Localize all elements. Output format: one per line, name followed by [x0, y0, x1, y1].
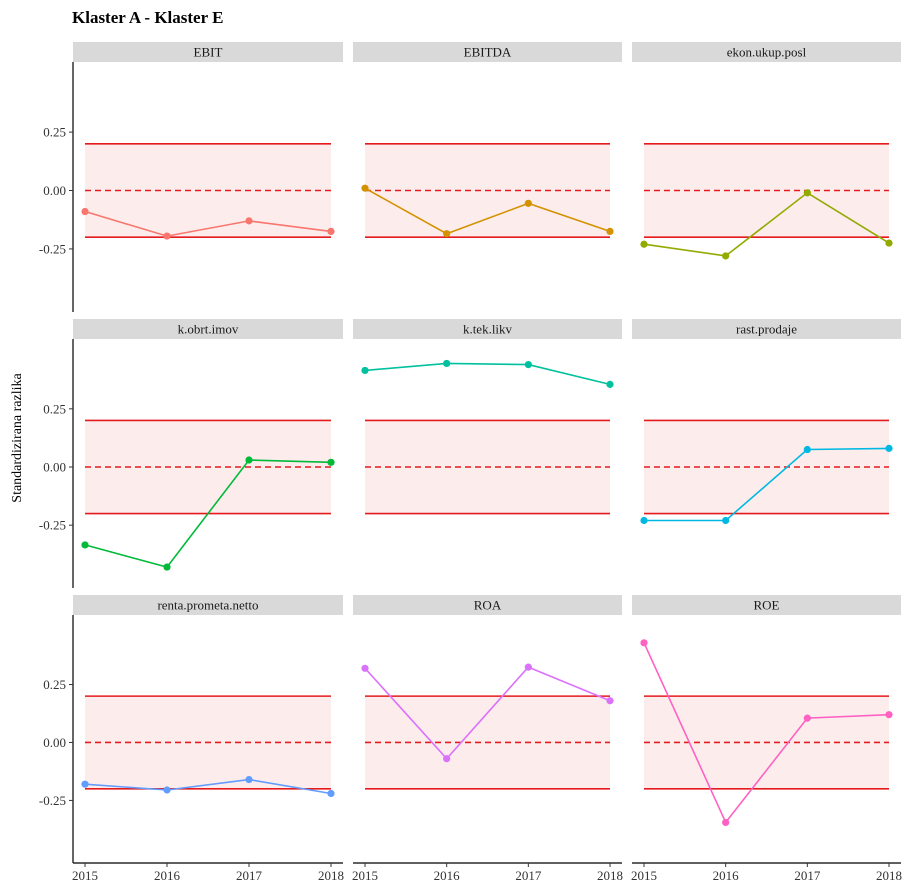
- x-tick-label: 2018: [597, 868, 623, 883]
- data-point: [606, 380, 614, 388]
- data-point: [885, 444, 893, 452]
- series-line: [364, 362, 611, 386]
- facet-strip: [632, 319, 901, 339]
- data-point: [722, 516, 730, 525]
- x-tick-label: 2016: [434, 868, 461, 883]
- data-point: [885, 239, 893, 247]
- series-line: [364, 666, 611, 760]
- facet-strip-label: ekon.ukup.posl: [727, 45, 807, 60]
- series-line: [84, 459, 332, 569]
- data-point: [245, 217, 253, 225]
- y-tick-label: -0.25: [39, 518, 66, 533]
- facet-strip-label: rast.prodaje: [736, 322, 797, 337]
- facet-strip-label: k.tek.likv: [463, 322, 513, 337]
- data-point: [524, 360, 532, 369]
- facet-strip-label: renta.prometa.netto: [157, 598, 258, 613]
- data-point: [640, 639, 648, 647]
- facet-strip-label: ROA: [474, 598, 502, 613]
- data-point: [803, 189, 811, 197]
- x-tick-label: 2016: [713, 868, 740, 883]
- chart-title: Klaster A - Klaster E: [72, 8, 224, 27]
- facet-strip-label: EBITDA: [464, 45, 512, 60]
- data-point: [327, 458, 335, 466]
- data-point: [524, 663, 532, 671]
- y-tick-label: 0.00: [43, 735, 66, 750]
- facet-strip: [353, 319, 622, 339]
- data-point: [361, 664, 369, 672]
- y-tick-label: 0.25: [43, 677, 66, 692]
- data-point: [163, 232, 171, 240]
- x-tick-label: 2015: [72, 868, 98, 883]
- x-tick-label: 2017: [515, 868, 542, 883]
- y-tick-label: -0.25: [39, 241, 66, 256]
- data-point: [722, 818, 730, 827]
- x-tick-label: 2018: [876, 868, 902, 883]
- facet-strip: [632, 42, 901, 62]
- data-point: [327, 227, 335, 235]
- data-point: [722, 252, 730, 260]
- data-point: [606, 227, 614, 235]
- x-tick-label: 2015: [631, 868, 657, 883]
- x-tick-label: 2018: [318, 868, 344, 883]
- y-tick-label: 0.25: [43, 125, 66, 140]
- data-point: [245, 775, 253, 784]
- facet-strip-label: ROE: [754, 598, 780, 613]
- facet-strip-label: k.obrt.imov: [178, 322, 239, 337]
- series-line: [644, 447, 890, 522]
- facet-strip: [632, 595, 901, 615]
- x-tick-label: 2015: [352, 868, 378, 883]
- series-line: [643, 642, 890, 824]
- data-point: [245, 456, 253, 464]
- series-line: [364, 187, 611, 235]
- data-point: [361, 366, 369, 375]
- data-point: [803, 714, 811, 722]
- data-point: [81, 541, 89, 549]
- series-line: [84, 210, 332, 237]
- facet-strip: [73, 319, 343, 339]
- data-point: [885, 711, 893, 719]
- y-tick-label: 0.25: [43, 401, 66, 416]
- data-point: [606, 697, 614, 705]
- y-tick-label: 0.00: [43, 183, 66, 198]
- facet-strip: [353, 595, 622, 615]
- data-point: [163, 786, 171, 794]
- data-point: [803, 445, 811, 454]
- data-point: [443, 755, 451, 763]
- data-point: [81, 780, 89, 788]
- x-tick-label: 2016: [154, 868, 181, 883]
- data-point: [640, 516, 648, 525]
- y-tick-label: -0.25: [39, 793, 66, 808]
- data-point: [640, 240, 648, 248]
- series-line: [84, 778, 332, 795]
- facet-strip-label: EBIT: [194, 45, 223, 60]
- facet-strip: [73, 42, 343, 62]
- y-tick-label: 0.00: [43, 459, 66, 474]
- facet-strip: [73, 595, 343, 615]
- data-point: [81, 207, 89, 216]
- data-point: [443, 230, 451, 238]
- data-point: [163, 563, 171, 571]
- data-point: [361, 184, 369, 192]
- x-tick-label: 2017: [236, 868, 263, 883]
- data-point: [443, 359, 451, 368]
- facet-strip: [353, 42, 622, 62]
- x-tick-label: 2017: [794, 868, 821, 883]
- series-line: [643, 191, 890, 257]
- data-point: [327, 789, 335, 798]
- data-point: [524, 199, 532, 207]
